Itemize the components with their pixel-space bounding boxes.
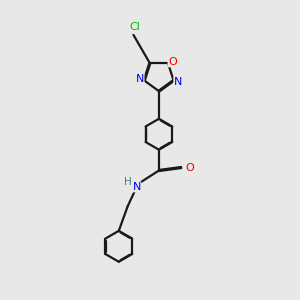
Text: N: N: [174, 77, 182, 87]
Text: Cl: Cl: [130, 22, 140, 32]
Text: N: N: [132, 182, 141, 192]
Text: N: N: [136, 74, 144, 84]
Text: O: O: [185, 163, 194, 172]
Text: H: H: [124, 177, 132, 188]
Text: O: O: [168, 57, 177, 67]
